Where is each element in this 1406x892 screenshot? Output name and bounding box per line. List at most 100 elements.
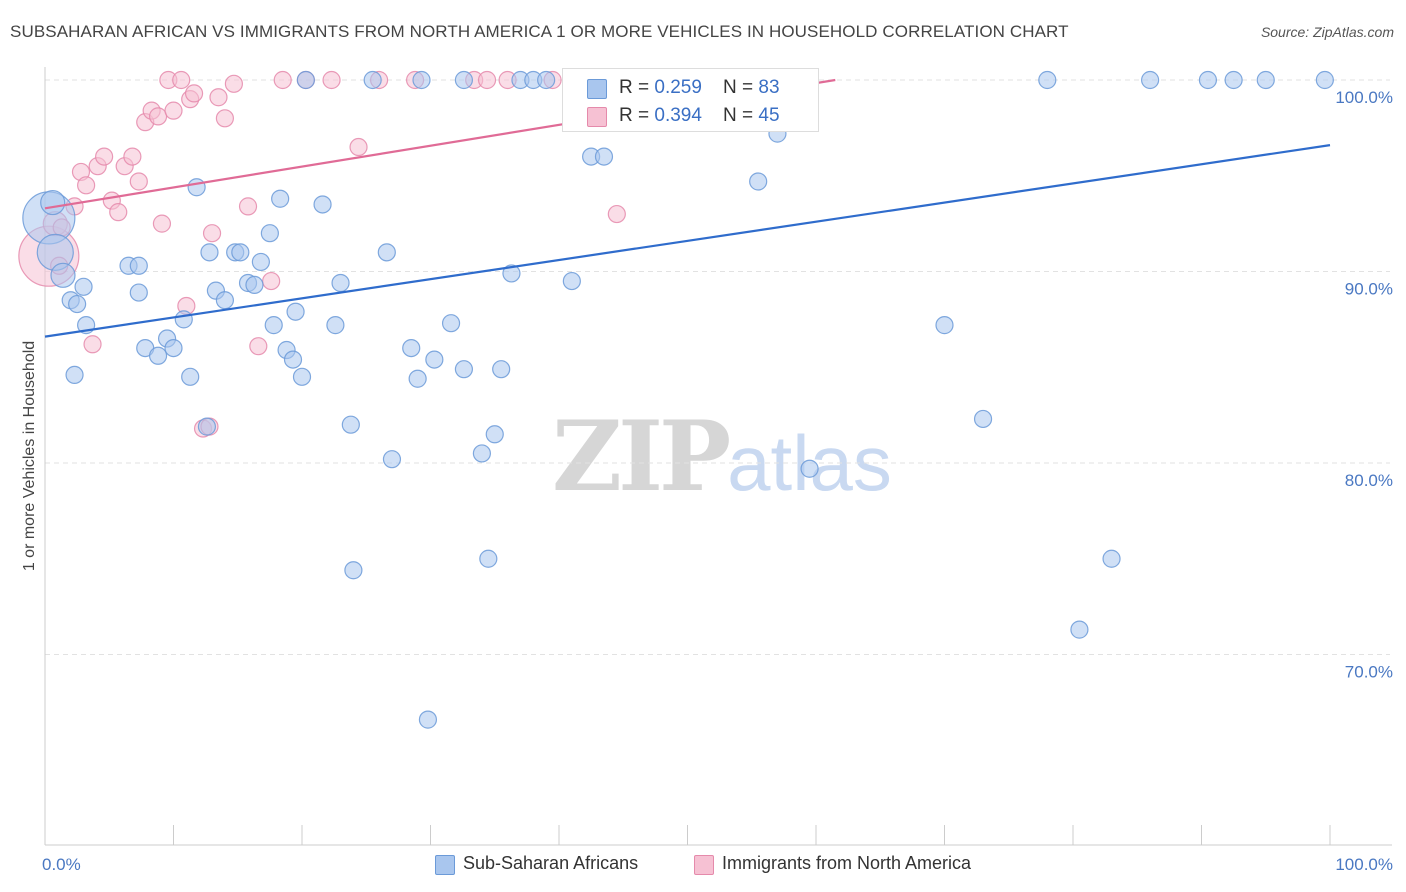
chart-title: SUBSAHARAN AFRICAN VS IMMIGRANTS FROM NO… bbox=[10, 22, 1069, 41]
x-tick-label-min: 0.0% bbox=[42, 855, 81, 874]
subsaharan-point-28 bbox=[264, 316, 283, 335]
subsaharan-point-3 bbox=[40, 189, 66, 216]
subsaharan-point-2 bbox=[50, 262, 76, 288]
subsaharan-point-33 bbox=[292, 367, 312, 386]
subsaharan-point-45 bbox=[412, 70, 431, 90]
subsaharan-point-40 bbox=[363, 70, 382, 90]
immigrants-point-28 bbox=[209, 88, 228, 107]
subsaharan-point-71 bbox=[800, 459, 819, 478]
subsaharan-point-69 bbox=[749, 172, 768, 191]
immigrants-point-36 bbox=[322, 70, 341, 90]
subsaharan-point-53 bbox=[485, 425, 504, 444]
subsaharan-point-32 bbox=[286, 302, 305, 321]
y-tick-label-80: 80.0% bbox=[1345, 471, 1393, 490]
subsaharan-point-79 bbox=[1224, 70, 1243, 90]
legend-swatch-pink bbox=[587, 107, 607, 127]
legend-r-value: 0.394 bbox=[654, 105, 702, 126]
subsaharan-point-39 bbox=[344, 561, 363, 580]
trend-line-subsaharan bbox=[44, 144, 1331, 338]
subsaharan-point-26 bbox=[251, 252, 270, 272]
series-legend: Sub-Saharan Africans Immigrants from Nor… bbox=[0, 852, 1406, 878]
subsaharan-point-31 bbox=[283, 350, 303, 369]
subsaharan-point-50 bbox=[454, 70, 474, 90]
source-credit: Source: ZipAtlas.com bbox=[1260, 24, 1394, 40]
subsaharan-point-29 bbox=[271, 189, 290, 208]
subsaharan-point-37 bbox=[331, 273, 350, 293]
immigrants-point-14 bbox=[129, 172, 148, 191]
subsaharan-point-43 bbox=[402, 339, 421, 358]
subsaharan-point-19 bbox=[200, 243, 219, 262]
immigrants-point-31 bbox=[238, 197, 258, 216]
immigrants-point-9 bbox=[95, 147, 114, 166]
subsaharan-point-51 bbox=[472, 444, 491, 463]
immigrants-point-30 bbox=[224, 74, 243, 93]
immigrants-point-7 bbox=[83, 335, 102, 354]
immigrants-point-6 bbox=[77, 176, 96, 195]
legend-n-value: 45 bbox=[758, 105, 780, 126]
legend-n-label: N = bbox=[723, 77, 759, 98]
axis-labels: 70.0% 80.0% 90.0% 100.0% 0.0% 100.0% 1 or more… bbox=[21, 88, 1393, 874]
subsaharan-point-15 bbox=[174, 310, 193, 329]
y-tick-label-90: 90.0% bbox=[1345, 280, 1393, 299]
legend-r-value: 0.259 bbox=[654, 77, 702, 98]
legend-label-subsaharan: Sub-Saharan Africans bbox=[463, 853, 639, 873]
legend-label-immigrants: Immigrants from North America bbox=[722, 853, 972, 873]
subsaharan-point-60 bbox=[562, 271, 581, 291]
subsaharan-point-46 bbox=[418, 710, 438, 729]
legend-n-value: 83 bbox=[758, 77, 780, 98]
immigrants-point-17 bbox=[148, 107, 168, 126]
series-immigrants-north-america-points bbox=[18, 70, 626, 438]
subsaharan-point-10 bbox=[129, 283, 148, 302]
subsaharan-point-8 bbox=[74, 277, 93, 296]
immigrants-point-13 bbox=[123, 147, 142, 166]
y-axis-label: 1 or more Vehicles in Household bbox=[21, 341, 38, 571]
subsaharan-point-74 bbox=[1038, 70, 1057, 90]
subsaharan-point-55 bbox=[502, 264, 521, 283]
correlation-legend: R = 0.259 N = 83 R = 0.394 N = 45 bbox=[562, 68, 819, 132]
immigrants-point-21 bbox=[172, 70, 191, 90]
immigrants-point-32 bbox=[249, 337, 268, 356]
subsaharan-point-76 bbox=[1102, 549, 1121, 568]
subsaharan-point-72 bbox=[935, 316, 954, 335]
y-tick-label-100: 100.0% bbox=[1335, 88, 1393, 107]
legend-swatch-blue bbox=[435, 855, 455, 875]
subsaharan-point-49 bbox=[454, 360, 474, 379]
series-subsaharan-points bbox=[22, 70, 1334, 729]
subsaharan-point-52 bbox=[479, 549, 498, 568]
subsaharan-point-81 bbox=[1315, 70, 1334, 90]
subsaharan-point-12 bbox=[148, 346, 168, 365]
subsaharan-point-42 bbox=[382, 450, 402, 469]
immigrants-point-20 bbox=[164, 101, 183, 120]
grid-lines bbox=[45, 79, 1390, 655]
subsaharan-point-14 bbox=[164, 339, 183, 358]
legend-r-label: R = bbox=[619, 77, 655, 98]
immigrants-point-34 bbox=[273, 70, 292, 90]
immigrants-point-11 bbox=[109, 203, 128, 222]
subsaharan-point-21 bbox=[215, 291, 234, 310]
subsaharan-point-18 bbox=[197, 417, 217, 436]
subsaharan-point-75 bbox=[1070, 620, 1089, 639]
subsaharan-point-82 bbox=[129, 256, 148, 275]
subsaharan-point-41 bbox=[377, 243, 396, 262]
immigrants-point-18 bbox=[152, 214, 172, 233]
subsaharan-point-23 bbox=[231, 243, 250, 262]
y-tick-label-70: 70.0% bbox=[1345, 663, 1393, 682]
subsaharan-point-25 bbox=[245, 275, 264, 295]
legend-r-label: R = bbox=[619, 105, 655, 126]
immigrants-point-44 bbox=[607, 204, 626, 224]
immigrants-point-33 bbox=[262, 271, 281, 291]
legend-swatch-blue bbox=[587, 79, 607, 99]
subsaharan-point-34 bbox=[313, 195, 332, 214]
subsaharan-point-58 bbox=[537, 70, 556, 90]
legend-swatch-pink bbox=[694, 855, 714, 875]
subsaharan-point-48 bbox=[441, 314, 461, 333]
subsaharan-point-38 bbox=[341, 415, 360, 434]
subsaharan-point-78 bbox=[1198, 70, 1218, 90]
subsaharan-point-73 bbox=[973, 409, 993, 429]
immigrants-point-27 bbox=[202, 224, 222, 243]
x-tick-label-max: 100.0% bbox=[1335, 855, 1393, 874]
legend-n-label: N = bbox=[723, 105, 759, 126]
subsaharan-point-7 bbox=[68, 294, 87, 314]
subsaharan-point-17 bbox=[187, 178, 206, 197]
